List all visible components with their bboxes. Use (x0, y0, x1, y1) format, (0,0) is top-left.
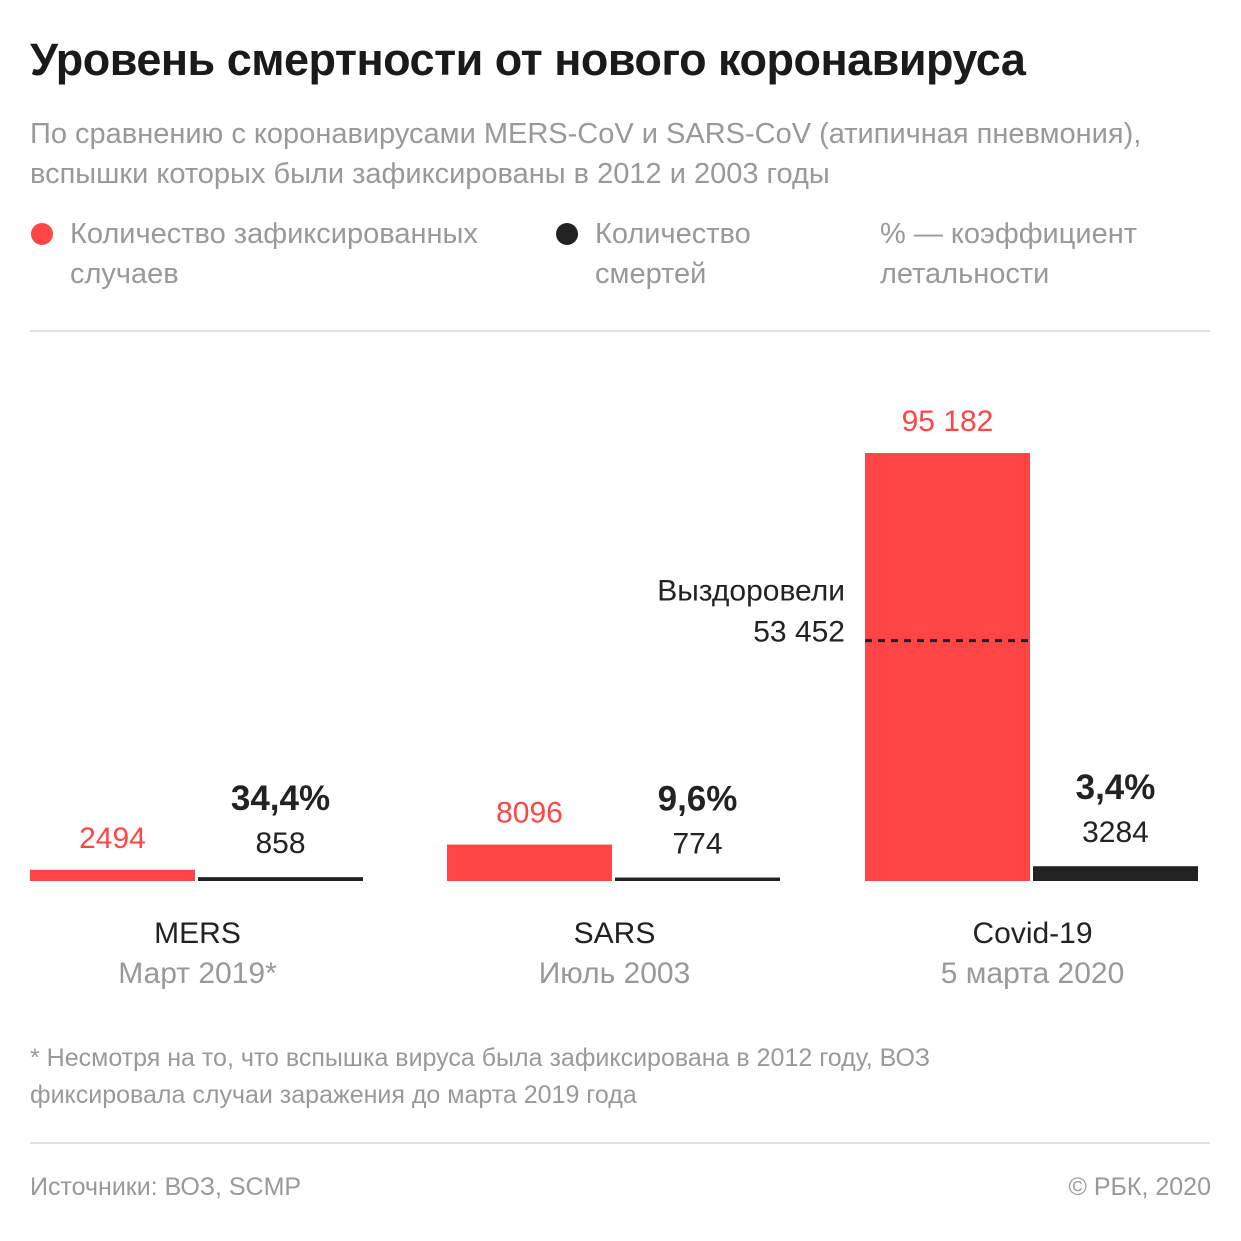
divider-bottom (30, 1142, 1210, 1144)
bar-cases (447, 844, 612, 881)
source: Источники: ВОЗ, SCMP (30, 1173, 302, 1201)
legend-deaths-label: Количество смертей (595, 218, 751, 290)
bar-deaths (1033, 866, 1198, 881)
bar-deaths (198, 877, 363, 881)
legend-fatality: % — коэффициент летальности (880, 214, 1180, 294)
red-dot-icon (31, 223, 53, 245)
chart-title: Уровень смертности от нового коронавирус… (30, 34, 1026, 85)
category-date: Март 2019* (118, 957, 277, 990)
deaths-label: 774 (672, 828, 722, 861)
footnote: * Несмотря на то, что вспышка вируса был… (30, 1044, 930, 1109)
fatality-label: 3,4% (1076, 768, 1156, 807)
category-date: Июль 2003 (539, 957, 691, 990)
category-label: MERS (154, 917, 241, 950)
divider-top (30, 330, 1210, 332)
fatality-label: 34,4% (231, 779, 330, 818)
legend-cases-label: Количество зафиксированных случаев (70, 218, 478, 290)
chart-subtitle: По сравнению с коронавирусами MERS-CoV и… (30, 118, 1142, 190)
bar-deaths (615, 877, 780, 881)
legend-fatality-label: % — коэффициент летальности (880, 218, 1137, 290)
deaths-label: 858 (255, 827, 305, 860)
black-dot-icon (556, 223, 578, 245)
recovered-value: 53 452 (753, 616, 845, 649)
cases-label: 95 182 (902, 405, 994, 438)
fatality-label: 9,6% (658, 780, 738, 819)
deaths-label: 3284 (1082, 816, 1149, 849)
legend-cases: Количество зафиксированных случаев (31, 214, 490, 294)
legend-deaths: Количество смертей (556, 214, 795, 294)
bar-cases (865, 453, 1030, 881)
category-label: SARS (574, 917, 656, 950)
recovered-label: Выздоровели (657, 575, 845, 608)
bar-cases (30, 869, 195, 881)
category-date: 5 марта 2020 (941, 957, 1125, 990)
category-label: Covid-19 (972, 917, 1092, 950)
cases-label: 2494 (79, 822, 146, 855)
cases-label: 8096 (496, 797, 563, 830)
copyright: © РБК, 2020 (1068, 1173, 1211, 1201)
